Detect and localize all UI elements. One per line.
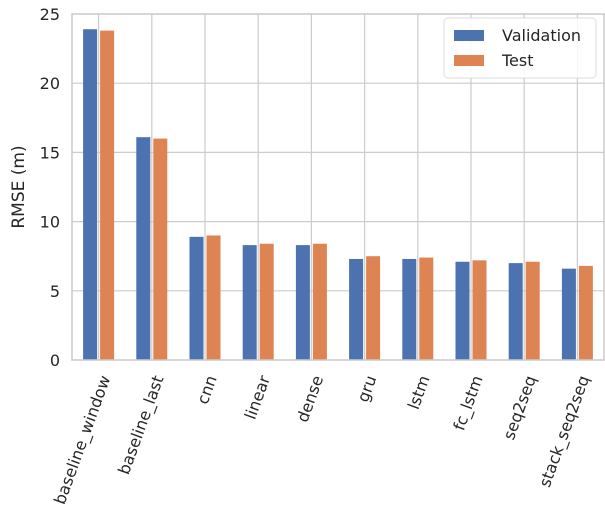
legend-swatch-validation [454,30,484,41]
x-tick-label: seq2seq [499,373,540,442]
bar-validation-cnn [189,236,204,360]
bar-validation-lstm [402,258,417,360]
legend: Validation Test [443,17,597,79]
x-tick-label: gru [353,373,380,405]
legend-label-validation: Validation [502,26,581,45]
legend-swatch-test [454,55,484,66]
bar-test-gru [366,256,381,360]
x-tick-label: stack_seq2seq [535,373,594,490]
bar-test-stack_seq2seq [578,265,593,360]
x-tick-label: linear [241,372,274,421]
bar-validation-dense [295,245,310,360]
bars [83,29,593,360]
x-tick-label: baseline_last [114,373,168,477]
y-axis-label: RMSE (m) [9,145,29,228]
y-tick-label: 0 [50,351,60,370]
x-tick-labels: baseline_window baseline_last cnn linear den… [50,372,594,507]
bar-test-baseline_last [153,138,168,360]
y-tick-label: 10 [40,213,60,232]
bar-validation-stack_seq2seq [561,268,576,360]
bar-test-lstm [419,257,434,360]
y-tick-label: 15 [40,143,60,162]
bar-test-fc_lstm [472,260,487,360]
bar-test-baseline_window [100,30,115,360]
bar-test-cnn [206,235,221,360]
y-tick-label: 5 [50,282,60,301]
bar-validation-seq2seq [508,263,523,360]
y-tick-label: 20 [40,74,60,93]
bar-validation-gru [349,258,364,360]
bar-validation-baseline_window [83,29,98,360]
bar-test-linear [259,243,274,360]
bar-validation-fc_lstm [455,261,470,360]
plot-frame [71,13,605,361]
bar-test-dense [312,243,327,360]
bar-test-seq2seq [525,261,540,360]
x-tick-label: lstm [404,373,434,412]
bar-validation-baseline_last [136,137,151,360]
x-tick-label: baseline_window [50,373,115,507]
x-tick-label: cnn [193,373,221,407]
legend-label-test: Test [501,51,534,70]
x-tick-label: fc_lstm [449,373,487,433]
x-tick-label: dense [293,373,327,425]
y-tick-labels: 0 5 10 15 20 25 [40,5,60,370]
y-tick-label: 25 [40,5,60,24]
bar-validation-linear [242,245,257,360]
